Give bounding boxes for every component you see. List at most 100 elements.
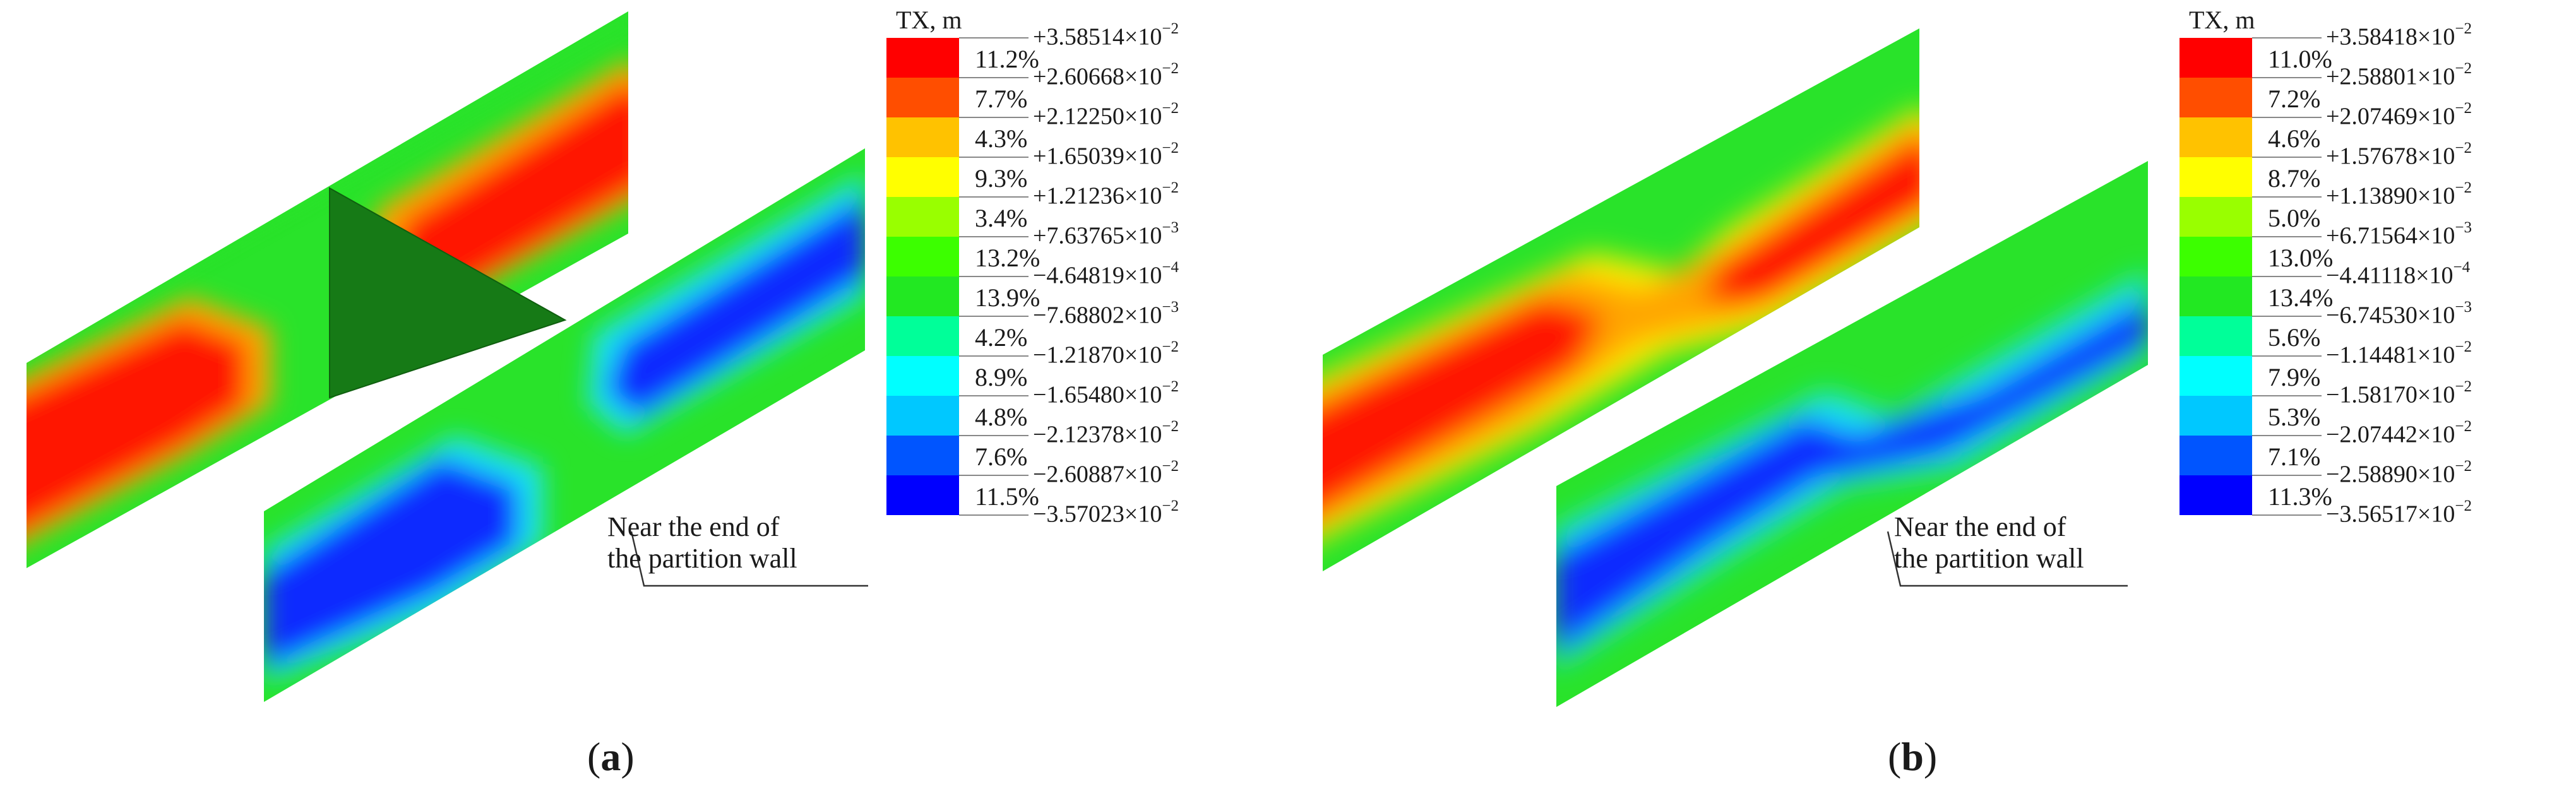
- legend-value: +3.58514×10−2: [1033, 20, 1179, 51]
- legend-percent: 4.8%: [975, 403, 1028, 431]
- value-exponent: −2: [1162, 418, 1179, 435]
- legend-swatch: [886, 436, 959, 475]
- legend-swatch: [2179, 276, 2252, 316]
- legend-value: −3.56517×10−2: [2326, 497, 2472, 528]
- partition-wall: [329, 187, 567, 399]
- legend-percent: 7.9%: [2268, 363, 2321, 391]
- legend-tick: [2252, 117, 2322, 118]
- legend-value: −1.65480×10−2: [1033, 378, 1179, 409]
- legend-percent: 7.2%: [2268, 85, 2321, 113]
- legend-tick: [2252, 196, 2322, 198]
- callout-label-a: Near the end of the partition wall: [607, 511, 797, 574]
- legend-value: −6.74530×10−3: [2326, 299, 2472, 330]
- legend-swatch: [886, 157, 959, 197]
- legend-tick: [2252, 77, 2322, 78]
- value-mantissa: +6.71564×10: [2326, 222, 2455, 249]
- legend-value: +1.21236×10−2: [1033, 179, 1179, 210]
- value-mantissa: +2.58801×10: [2326, 63, 2455, 90]
- legend-swatch: [886, 356, 959, 396]
- legend-percent: 13.0%: [2268, 244, 2334, 272]
- value-mantissa: −7.68802×10: [1033, 302, 1162, 329]
- legend-value: −2.58890×10−2: [2326, 458, 2472, 489]
- legend-tick: [959, 157, 1029, 158]
- legend-percent: 5.6%: [2268, 323, 2321, 352]
- caption-b: (b): [1888, 734, 1938, 779]
- legend-percent: 8.7%: [2268, 164, 2321, 193]
- callout-label-b: Near the end of the partition wall: [1894, 511, 2084, 574]
- legend-percent: 7.1%: [2268, 443, 2321, 471]
- callout-leader-b: [1887, 531, 2128, 587]
- legend-percent: 5.0%: [2268, 204, 2321, 232]
- legend-tick: [2252, 157, 2322, 158]
- legend-value: −1.58170×10−2: [2326, 378, 2472, 409]
- value-exponent: −3: [1162, 299, 1179, 316]
- value-exponent: −2: [2455, 100, 2472, 117]
- contour-plot-b: [1323, 28, 2148, 707]
- value-mantissa: −2.07442×10: [2326, 421, 2455, 448]
- legend-tick: [959, 236, 1029, 237]
- value-mantissa: +1.65039×10: [1033, 143, 1162, 170]
- callout-line-1: Near the end of: [1894, 511, 2066, 542]
- value-exponent: −2: [1162, 20, 1179, 37]
- value-exponent: −4: [1162, 259, 1179, 276]
- caption-letter: b: [1901, 734, 1924, 779]
- legend-swatch: [2179, 157, 2252, 197]
- legend-percent: 11.5%: [975, 482, 1039, 511]
- legend-swatch: [2179, 38, 2252, 78]
- value-exponent: −2: [1162, 60, 1179, 77]
- legend-value: +3.58418×10−2: [2326, 20, 2472, 51]
- value-mantissa: −6.74530×10: [2326, 302, 2455, 329]
- legend-tick: [2252, 514, 2322, 516]
- value-mantissa: −2.12378×10: [1033, 421, 1162, 448]
- value-mantissa: +1.21236×10: [1033, 182, 1162, 210]
- legend-swatch: [886, 197, 959, 237]
- legend-swatch: [2179, 237, 2252, 276]
- legend-swatch: [2179, 475, 2252, 515]
- legend-swatch: [886, 78, 959, 117]
- legend-swatch: [2179, 117, 2252, 157]
- legend-tick: [959, 276, 1029, 277]
- value-mantissa: +7.63765×10: [1033, 222, 1162, 249]
- callout-line-1: Near the end of: [607, 511, 780, 542]
- value-exponent: −3: [2455, 299, 2472, 316]
- legend-value: +7.63765×10−3: [1033, 219, 1179, 250]
- value-exponent: −2: [1162, 338, 1179, 355]
- value-exponent: −2: [2455, 179, 2472, 196]
- legend-tick: [959, 37, 1029, 39]
- value-exponent: −2: [2455, 458, 2472, 475]
- legend-value: −4.64819×10−4: [1033, 259, 1179, 290]
- value-mantissa: −2.58890×10: [2326, 461, 2455, 488]
- legend-swatch: [2179, 197, 2252, 237]
- legend-percent: 4.2%: [975, 323, 1028, 352]
- value-exponent: −2: [2455, 20, 2472, 37]
- legend-percent: 5.3%: [2268, 403, 2321, 431]
- legend-percent: 4.6%: [2268, 124, 2321, 153]
- value-exponent: −2: [1162, 140, 1179, 157]
- legend-tick: [2252, 316, 2322, 317]
- value-mantissa: +2.60668×10: [1033, 63, 1162, 90]
- legend-value: +1.65039×10−2: [1033, 140, 1179, 170]
- legend-value: +2.07469×10−2: [2326, 100, 2472, 131]
- value-mantissa: +3.58514×10: [1033, 23, 1162, 50]
- legend-swatch: [886, 237, 959, 276]
- legend-percent: 11.3%: [2268, 482, 2332, 511]
- legend-value: −2.07442×10−2: [2326, 418, 2472, 449]
- value-mantissa: +3.58418×10: [2326, 23, 2455, 50]
- caption-a: (a): [587, 734, 635, 779]
- legend-title: TX, m: [896, 6, 962, 34]
- legend-value: −2.12378×10−2: [1033, 418, 1179, 449]
- panel-a: Near the end of the partition wall TX, m…: [27, 6, 1179, 779]
- value-mantissa: −1.14481×10: [2326, 342, 2455, 369]
- value-exponent: −2: [1162, 497, 1179, 514]
- legend-tick: [959, 355, 1029, 357]
- legend-tick: [959, 316, 1029, 317]
- legend-tick: [2252, 395, 2322, 396]
- value-mantissa: −1.58170×10: [2326, 381, 2455, 408]
- value-exponent: −3: [2455, 219, 2472, 236]
- legend-value: +2.12250×10−2: [1033, 100, 1179, 131]
- legend-value: +2.60668×10−2: [1033, 60, 1179, 91]
- callout-line-2: the partition wall: [1894, 543, 2084, 574]
- panel-b: Near the end of the partition wall TX, m…: [1288, 0, 2576, 808]
- value-mantissa: +2.12250×10: [1033, 103, 1162, 130]
- value-mantissa: −3.57023×10: [1033, 501, 1162, 528]
